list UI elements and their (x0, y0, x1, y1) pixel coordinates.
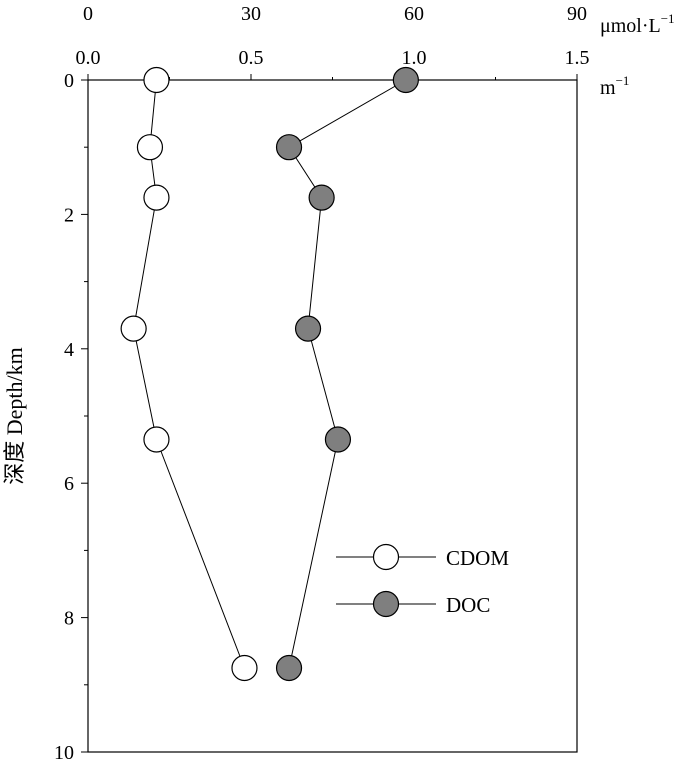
y-tick-label: 4 (64, 339, 74, 361)
legend-marker-doc (372, 590, 400, 618)
legend-label-doc: DOC (446, 593, 490, 617)
data-point-doc (392, 66, 419, 94)
doc-unit-sup: −1 (661, 11, 675, 26)
data-point-doc (294, 315, 322, 342)
doc-unit-base: μmol·L (600, 15, 661, 37)
doc-tick-label: 90 (567, 3, 587, 25)
data-point-cdom (143, 66, 170, 94)
series-lines (133, 79, 407, 669)
y-tick-label: 6 (64, 473, 74, 495)
legend-marker-cdom (372, 543, 400, 571)
data-point-cdom (143, 184, 170, 211)
data-point-cdom (136, 134, 164, 161)
series-line-doc (288, 79, 407, 669)
y-tick-label: 10 (54, 742, 74, 763)
doc-x-axis: 0 30 60 90 (83, 3, 587, 25)
y-axis: 0 2 4 6 8 10 (54, 70, 88, 763)
series-line-cdom (133, 79, 245, 669)
y-tick-label: 0 (64, 70, 74, 92)
data-point-doc (275, 134, 303, 161)
legend: CDOM DOC (336, 543, 509, 618)
cdom-tick-label: 1.0 (402, 47, 427, 69)
data-point-doc (308, 184, 335, 211)
doc-tick-label: 30 (241, 3, 261, 25)
cdom-unit-base: m (600, 77, 616, 99)
data-point-cdom (231, 654, 258, 682)
data-point-cdom (143, 426, 170, 453)
doc-tick-label: 60 (404, 3, 424, 25)
data-point-doc (275, 654, 303, 682)
cdom-tick-label: 0.5 (239, 47, 264, 69)
y-axis-title: 深度 Depth/km (2, 347, 27, 485)
cdom-tick-label: 0.0 (76, 47, 101, 69)
cdom-x-axis: 0.0 0.5 1.0 1.5 (76, 47, 590, 80)
cdom-tick-label: 1.5 (565, 47, 590, 69)
data-point-doc (324, 426, 352, 453)
cdom-unit-sup: −1 (616, 73, 630, 88)
doc-axis-unit: μmol·L−1 (600, 11, 675, 37)
cdom-axis-unit: m−1 (600, 73, 629, 99)
series-points (120, 66, 419, 682)
legend-label-cdom: CDOM (446, 546, 509, 570)
y-tick-label: 2 (64, 204, 74, 226)
doc-tick-label: 0 (83, 3, 93, 25)
y-tick-label: 8 (64, 608, 74, 630)
data-point-cdom (120, 315, 147, 342)
plot-frame (87, 79, 578, 753)
